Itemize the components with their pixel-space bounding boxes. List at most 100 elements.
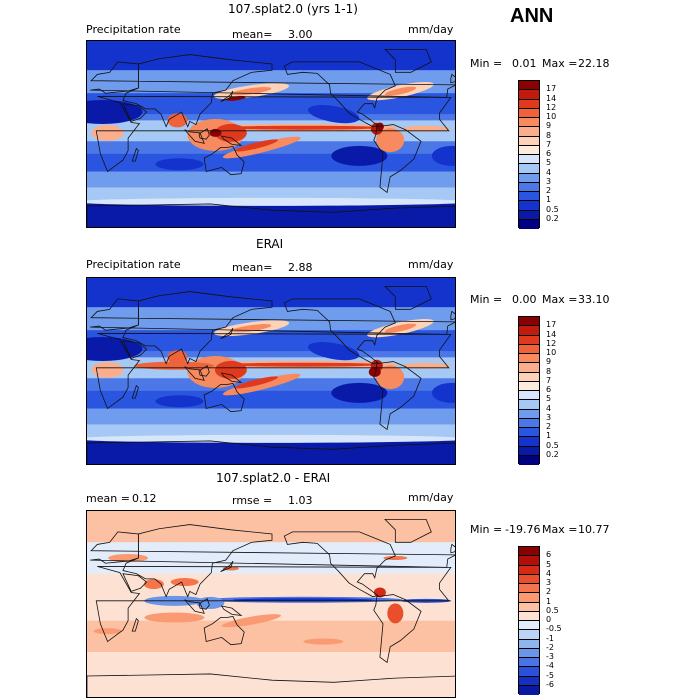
colorbar-tick-label: 0.2	[546, 213, 559, 223]
colorbar-cell	[519, 363, 539, 373]
colorbar-tick-label: 8	[546, 130, 552, 140]
colorbar-tick-label: -6	[546, 679, 554, 689]
panel3-units: mm/day	[408, 491, 454, 504]
panel3-min-label: Min =	[470, 523, 503, 536]
colorbar-tick-label: -1	[546, 633, 554, 643]
colorbar-tick-label: 1	[546, 431, 552, 441]
colorbar-tick-label: 7	[546, 139, 552, 149]
panel1-min-label: Min =	[470, 57, 503, 70]
colorbar-tick-label: 4	[546, 403, 552, 413]
colorbar-cell	[519, 409, 539, 419]
colorbar-cell	[519, 676, 539, 686]
panel3-max-label: Max =	[542, 523, 578, 536]
precip-feature	[431, 145, 455, 166]
colorbar-cell	[519, 317, 539, 327]
colorbar-tick-label: -5	[546, 670, 554, 680]
colorbar-tick-label: 0.5	[546, 605, 559, 615]
precip-band	[87, 93, 455, 115]
colorbar-cell	[519, 81, 539, 91]
precip-band	[87, 620, 455, 652]
precip-feature	[368, 367, 381, 377]
colorbar-tick-label: 9	[546, 121, 552, 131]
colorbar-tick-label: 3	[546, 176, 552, 186]
panel2-colorbar	[518, 316, 540, 465]
precip-band	[87, 438, 455, 464]
colorbar-cell	[519, 556, 539, 566]
precip-band	[87, 41, 455, 71]
precip-feature	[222, 125, 383, 130]
precip-feature	[155, 158, 204, 171]
colorbar-cell	[519, 400, 539, 410]
precip-feature	[431, 382, 455, 403]
colorbar-cell	[519, 108, 539, 118]
precip-band	[87, 201, 455, 227]
precip-band	[87, 511, 455, 543]
colorbar-tick-label: 2	[546, 186, 552, 195]
colorbar-tick-label: 4	[546, 167, 552, 177]
colorbar-cell	[519, 621, 539, 631]
colorbar-tick-label: 0.5	[546, 440, 559, 450]
panel3-mean-value: 0.12	[132, 492, 157, 505]
colorbar-cell	[519, 210, 539, 220]
colorbar-tick-label: 10	[546, 348, 557, 357]
panel3-map	[86, 510, 456, 698]
panel1-mean-label: mean=	[232, 28, 273, 41]
panel2-max-label: Max =	[542, 293, 578, 306]
panel1-max-value: 22.18	[578, 57, 610, 70]
colorbar-tick-label: 17	[546, 84, 557, 94]
map-svg	[87, 278, 455, 464]
panel2-map	[86, 277, 456, 465]
colorbar-cell	[519, 685, 539, 695]
precip-feature	[167, 350, 188, 365]
panel1-colorbar	[518, 80, 540, 229]
coastline	[87, 48, 455, 227]
precip-band	[87, 278, 455, 308]
colorbar-cell	[519, 602, 539, 612]
colorbar-tick-label: 5	[546, 394, 552, 404]
precip-feature	[167, 113, 188, 128]
precip-feature	[170, 578, 199, 587]
coastline	[87, 518, 455, 697]
panel2-title: ERAI	[256, 237, 284, 251]
colorbar-tick-label: 0.2	[546, 449, 559, 459]
precip-feature	[209, 128, 222, 137]
colorbar-cell	[519, 428, 539, 438]
colorbar-cell	[519, 574, 539, 584]
panel3-title: 107.splat2.0 - ERAI	[216, 471, 331, 485]
panel1-mean-value: 3.00	[288, 28, 313, 41]
precip-feature	[402, 125, 451, 132]
precip-feature	[303, 638, 344, 645]
precip-feature	[222, 362, 383, 367]
colorbar-tick-label: 12	[546, 338, 557, 348]
colorbar-tick-label: 3	[546, 412, 552, 422]
colorbar-cell	[519, 201, 539, 211]
precip-feature	[384, 86, 417, 96]
colorbar-tick-label: 7	[546, 375, 552, 385]
colorbar-cell	[519, 118, 539, 128]
precip-band	[87, 171, 455, 188]
precip-feature	[155, 395, 204, 408]
precip-feature	[93, 628, 122, 635]
colorbar-cell	[519, 648, 539, 658]
panel1-max-label: Max =	[542, 57, 578, 70]
panel3-colorbar	[518, 546, 540, 695]
precip-feature	[214, 360, 247, 379]
colorbar-tick-label: 14	[546, 93, 557, 103]
colorbar-tick-label: 6	[546, 149, 552, 158]
colorbar-cell	[519, 658, 539, 668]
colorbar-cell	[519, 219, 539, 229]
coastline	[87, 285, 455, 464]
colorbar-tick-label: 6	[546, 385, 552, 394]
colorbar-tick-label: 8	[546, 366, 552, 376]
precip-band	[87, 424, 455, 439]
precip-feature	[91, 124, 124, 141]
colorbar-cell	[519, 667, 539, 677]
panel3-min-value: -19.76	[505, 523, 541, 536]
precip-band	[87, 153, 455, 172]
precip-feature	[87, 434, 455, 443]
panel2-mean-label: mean=	[232, 261, 273, 274]
colorbar-tick-label: 5	[546, 559, 552, 569]
panel1-units: mm/day	[408, 23, 454, 36]
panel2-mean-value: 2.88	[288, 261, 313, 274]
panel1-map	[86, 40, 456, 228]
